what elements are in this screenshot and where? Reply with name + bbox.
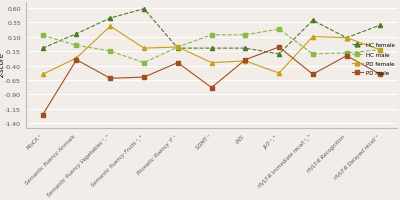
Line: HC male: HC male xyxy=(41,28,382,65)
PD female xyxy=(209,62,214,65)
HC male xyxy=(277,29,282,31)
PD female xyxy=(40,74,45,76)
HC female xyxy=(142,8,146,11)
HC male xyxy=(175,47,180,49)
PD male xyxy=(378,74,383,76)
HC male xyxy=(74,45,79,47)
PD male xyxy=(277,47,282,49)
PD male xyxy=(40,114,45,116)
PD female xyxy=(277,72,282,75)
PD female xyxy=(175,47,180,49)
PD male xyxy=(209,87,214,89)
Y-axis label: z-score: z-score xyxy=(0,53,6,78)
PD male xyxy=(344,55,349,58)
Legend: HC female, HC male, PD female, PD male: HC female, HC male, PD female, PD male xyxy=(352,43,394,75)
PD female xyxy=(344,37,349,40)
HC female xyxy=(243,48,248,50)
HC female xyxy=(344,37,349,40)
HC female xyxy=(175,48,180,50)
PD female xyxy=(378,49,383,52)
HC female xyxy=(310,20,315,22)
PD male xyxy=(243,59,248,62)
HC male xyxy=(344,52,349,55)
HC female xyxy=(378,25,383,27)
PD male xyxy=(310,74,315,76)
PD male xyxy=(108,78,113,80)
HC female xyxy=(74,33,79,36)
Line: PD male: PD male xyxy=(41,46,382,117)
HC female xyxy=(209,48,214,50)
HC female xyxy=(108,18,113,20)
HC male xyxy=(108,51,113,53)
HC male xyxy=(142,62,146,65)
PD male xyxy=(142,77,146,79)
Line: PD female: PD female xyxy=(41,25,382,77)
Line: HC female: HC female xyxy=(41,8,382,57)
HC male xyxy=(209,34,214,37)
PD male xyxy=(175,62,180,65)
PD female xyxy=(310,36,315,39)
HC male xyxy=(243,34,248,37)
HC male xyxy=(378,49,383,52)
PD male xyxy=(74,59,79,62)
PD female xyxy=(74,57,79,60)
PD female xyxy=(243,60,248,63)
HC male xyxy=(310,53,315,56)
PD female xyxy=(142,48,146,50)
HC female xyxy=(40,48,45,50)
HC female xyxy=(277,53,282,56)
HC male xyxy=(40,35,45,37)
PD female xyxy=(108,26,113,28)
